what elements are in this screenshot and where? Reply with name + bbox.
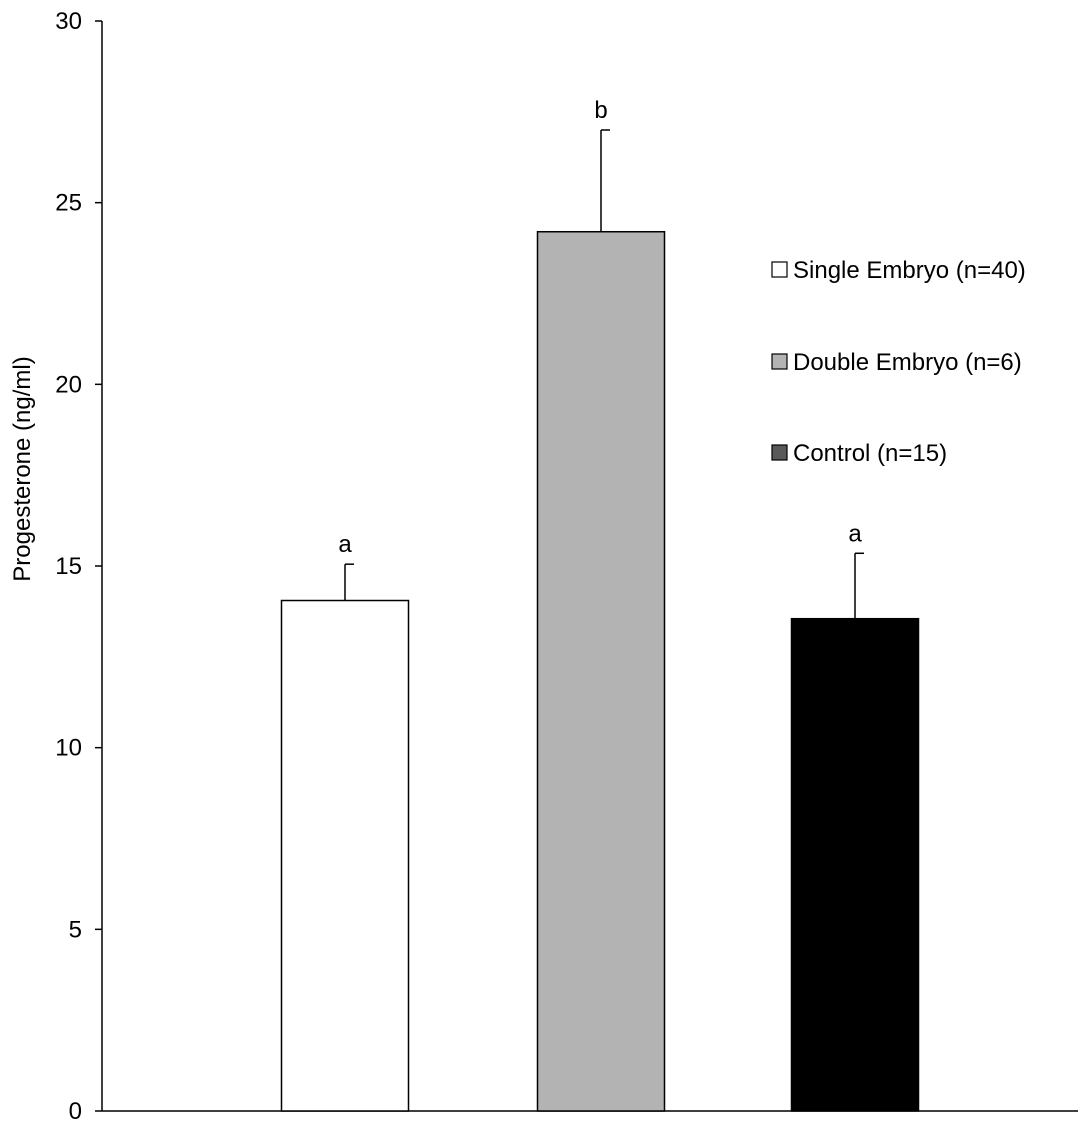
y-tick-label: 0 [69,1098,82,1125]
significance-label: b [594,97,607,124]
y-tick-label: 15 [55,553,82,580]
y-tick-label: 10 [55,735,82,762]
legend: Single Embryo (n=40) Double Embryo (n=6) C… [771,257,1026,467]
bar [790,617,920,1112]
y-axis-title: Progesterone (ng/ml) [9,356,36,581]
legend-label: Control (n=15) [793,440,947,467]
significance-label: a [848,520,862,547]
legend-label: Double Embryo (n=6) [793,349,1022,376]
significance-labels-group: a b a [338,97,862,558]
legend-label: Single Embryo (n=40) [793,257,1026,284]
legend-swatch [771,444,788,461]
bar [280,599,410,1112]
y-tick-label: 25 [55,190,82,217]
y-tick-label: 30 [55,8,82,35]
bar [536,230,666,1112]
significance-label: a [338,531,352,558]
legend-swatch [771,261,788,278]
y-tick-label: 20 [55,371,82,398]
error-bars-group [344,129,864,619]
y-axis: 0 5 10 15 20 25 30 [55,8,103,1125]
legend-swatch [771,353,788,370]
bars-group [280,230,920,1112]
y-tick-label: 5 [69,916,82,943]
